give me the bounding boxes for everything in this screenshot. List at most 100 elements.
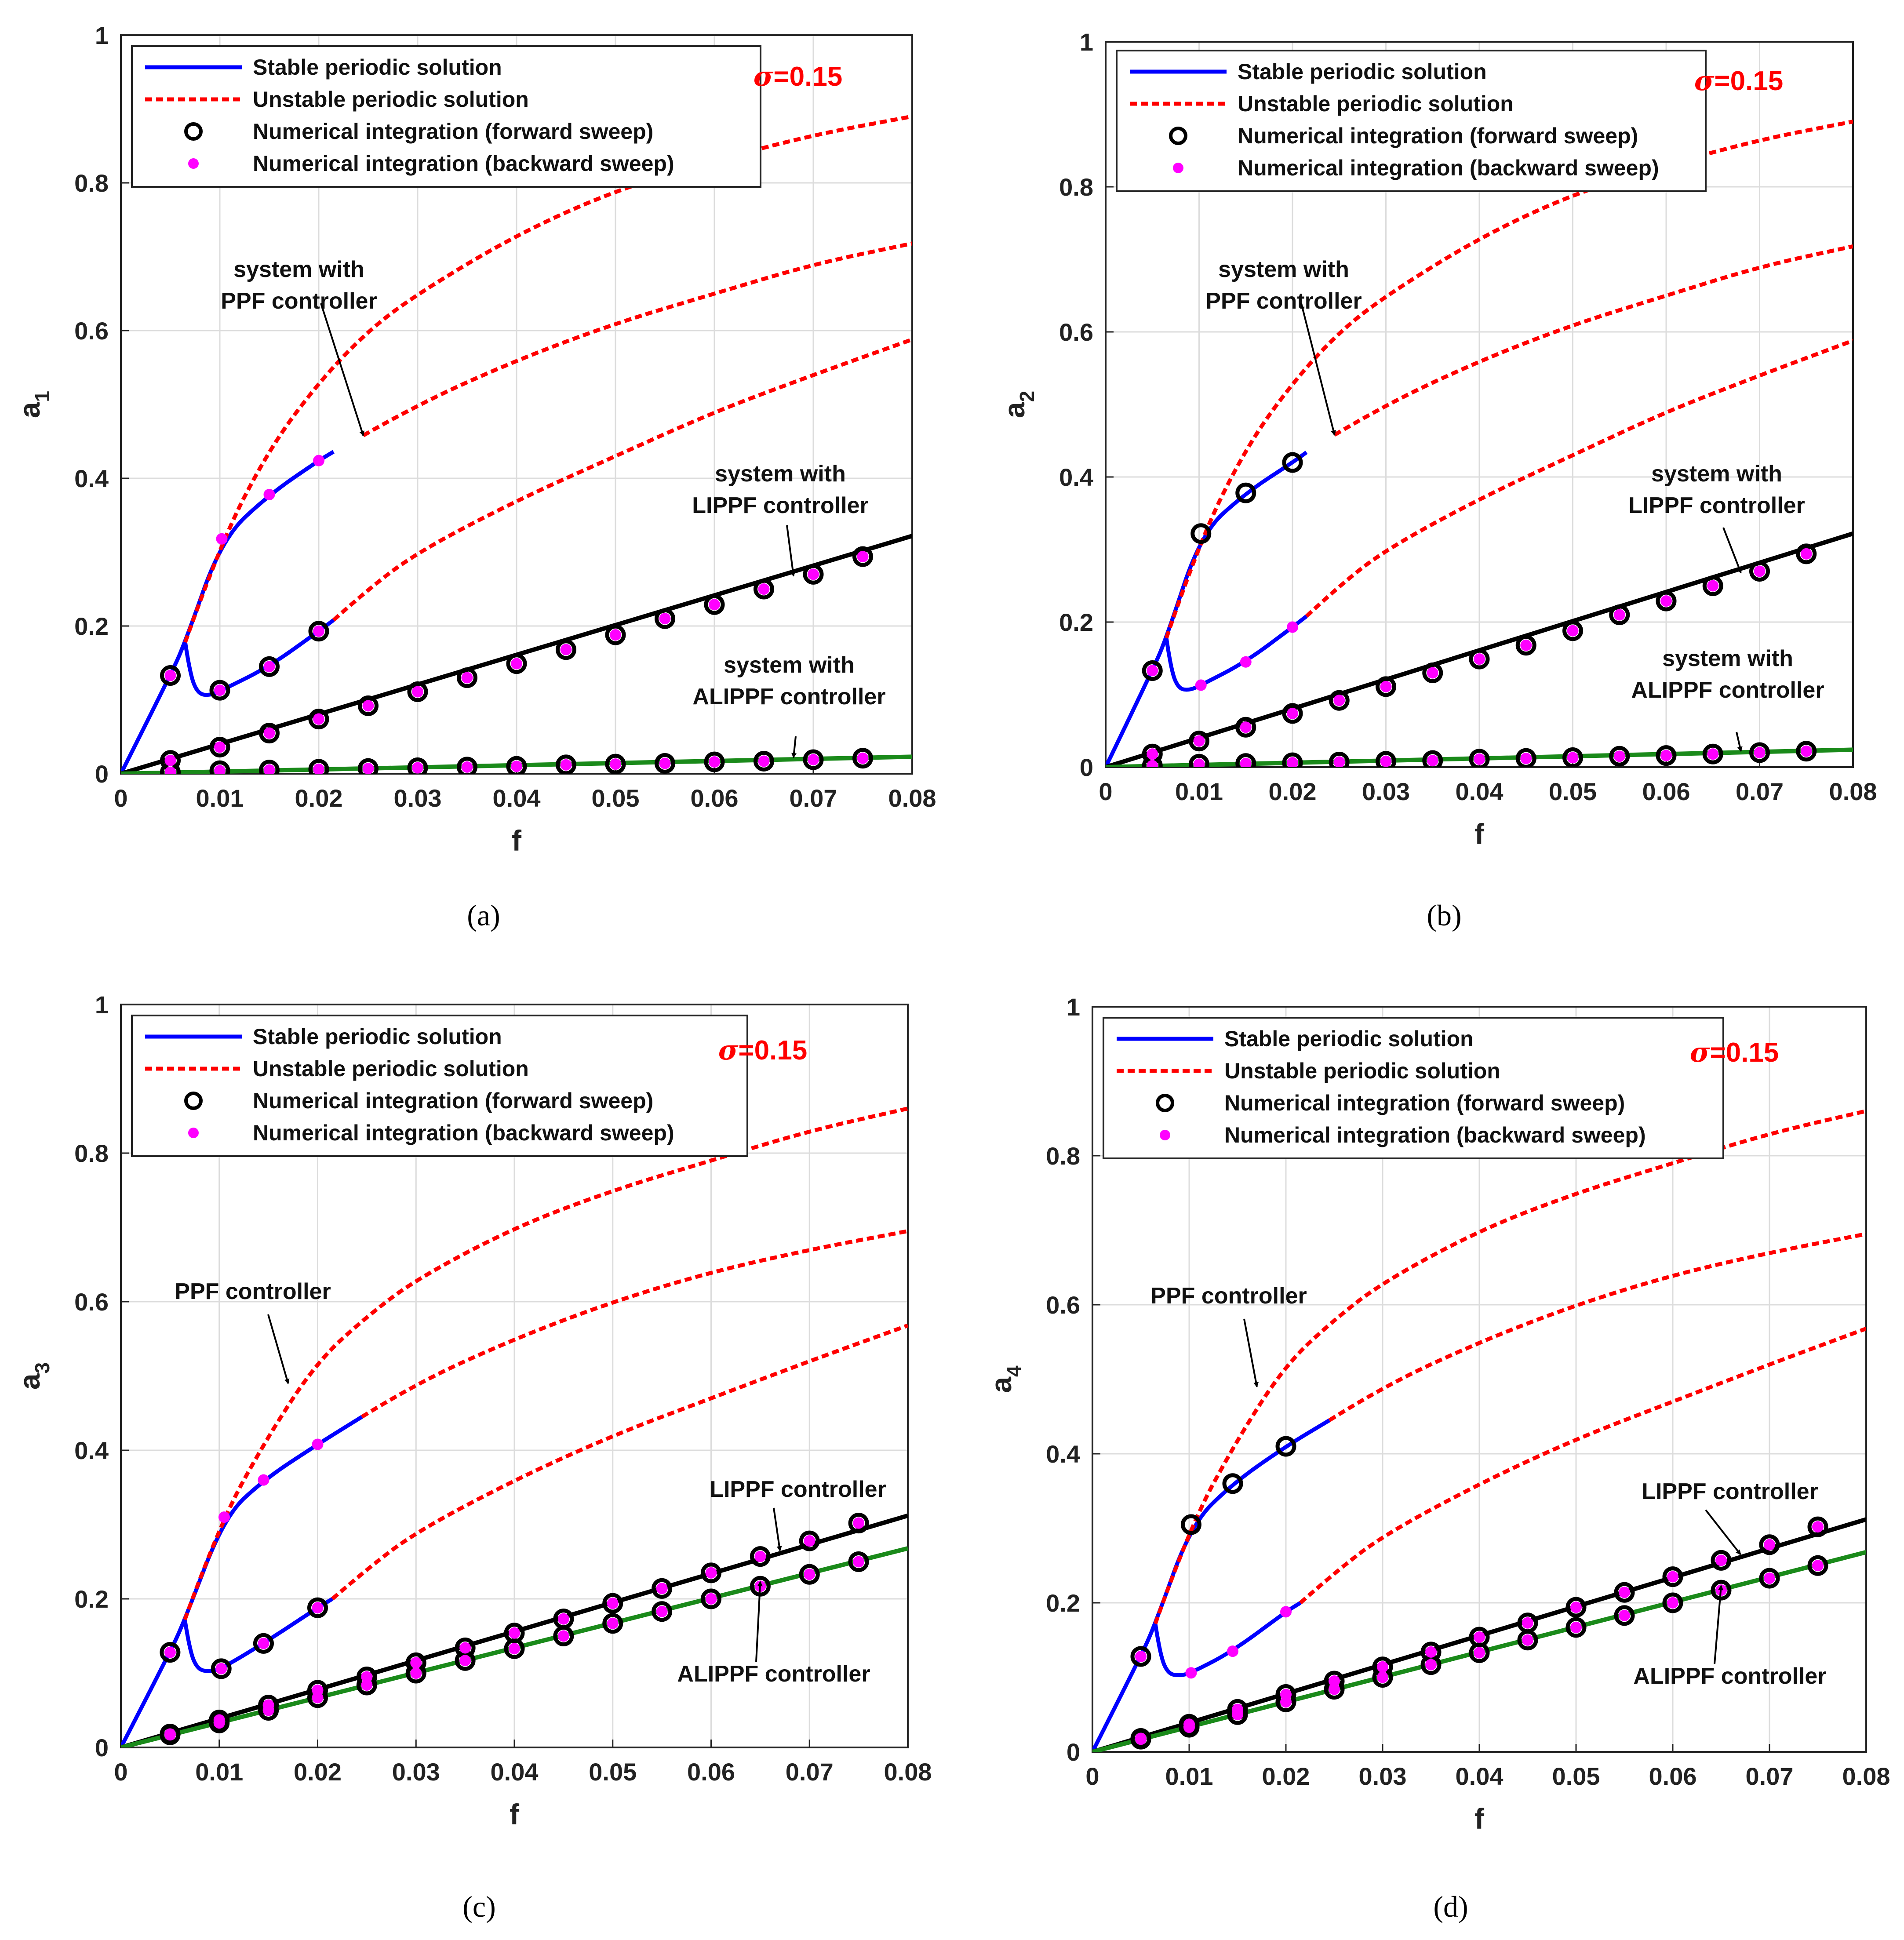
data-point-forward (799, 1530, 820, 1551)
legend: Stable periodic solution Unstable periodi… (131, 1015, 748, 1157)
data-point-backward (1667, 1597, 1678, 1609)
data-point-backward (1425, 1659, 1437, 1671)
x-axis-label: f (510, 1798, 520, 1831)
x-tick-label: 0.06 (687, 1758, 735, 1786)
data-point-forward (1807, 1555, 1828, 1576)
sigma-label: σ=0.15 (1690, 1036, 1779, 1068)
data-point-backward (1135, 1733, 1147, 1745)
data-point-backward (656, 1583, 668, 1594)
data-point-forward (852, 748, 873, 769)
x-tick-label: 0 (114, 1758, 127, 1786)
series-line-unstable (362, 241, 912, 437)
annotation-label: system with (1662, 646, 1793, 671)
data-point-forward (504, 1638, 525, 1659)
y-axis-label-text: a3 (13, 1362, 54, 1390)
data-point-backward (1474, 1631, 1485, 1643)
data-point-backward (1812, 1521, 1824, 1533)
data-point-backward (313, 625, 324, 637)
data-point-backward (362, 700, 374, 712)
legend-swatch-backward (188, 1128, 199, 1138)
data-point-forward (1469, 749, 1490, 767)
data-point-backward (1613, 750, 1625, 762)
data-point-backward (1474, 653, 1485, 665)
data-point-backward (709, 599, 720, 611)
panel-caption: (a) (467, 899, 500, 932)
data-point-forward (1180, 1514, 1201, 1535)
annotation-arrow (1722, 527, 1742, 574)
y-tick-label: 0.2 (1059, 608, 1093, 636)
data-point-backward (1520, 753, 1532, 764)
x-tick-label: 0.04 (491, 1758, 539, 1786)
data-point-forward (1562, 620, 1583, 641)
data-point-backward (1764, 1539, 1775, 1551)
annotation-arrow (755, 1581, 763, 1662)
legend: Stable periodic solution Unstable periodi… (1103, 1017, 1724, 1159)
legend-label: Numerical integration (backward sweep) (1238, 156, 1659, 180)
data-point-backward (1619, 1587, 1630, 1598)
data-point-forward (556, 639, 576, 660)
data-point-backward (263, 764, 275, 774)
annotation-label: ALIPPF controller (692, 684, 885, 710)
data-point-forward (407, 681, 428, 702)
annotation-label: ALIPPF controller (677, 1661, 870, 1687)
sigma-symbol: σ (718, 1034, 739, 1066)
data-point-backward (557, 1630, 569, 1642)
y-tick-label: 1 (1080, 28, 1093, 56)
data-point-forward (358, 758, 379, 774)
y-tick-label: 0.4 (1046, 1440, 1080, 1468)
x-tick-label: 0.02 (295, 784, 343, 812)
data-point-backward (164, 754, 176, 766)
legend-box (1103, 1017, 1724, 1159)
data-point-forward (1282, 703, 1303, 724)
data-point-backward (312, 1438, 324, 1450)
annotation-label: PPF controller (221, 288, 377, 314)
data-point-backward (258, 1638, 269, 1649)
data-point-backward (853, 1556, 865, 1568)
x-tick-label: 0.07 (1746, 1762, 1794, 1790)
series-line-unstable (1333, 244, 1853, 437)
data-point-forward (605, 624, 626, 645)
data-point-backward (808, 754, 819, 766)
data-point-backward (1570, 1621, 1582, 1633)
annotation-label: system with (1218, 257, 1349, 282)
data-point-forward (1796, 543, 1817, 564)
x-tick-label: 0.06 (1649, 1762, 1697, 1790)
y-axis-label: a1 (13, 391, 54, 418)
y-axis-label-main: a (13, 401, 46, 418)
data-point-forward (655, 608, 675, 629)
data-point-backward (362, 763, 374, 774)
legend-box (131, 1015, 748, 1157)
data-point-backward (1707, 580, 1719, 592)
data-point-forward (799, 1564, 820, 1585)
x-tick-label: 0.01 (196, 784, 244, 812)
y-tick-label: 0.8 (1046, 1142, 1080, 1170)
y-tick-label: 0.2 (74, 612, 109, 640)
data-point-backward (1474, 1647, 1485, 1659)
y-axis-label-text: a2 (998, 391, 1038, 418)
data-point-backward (262, 1704, 274, 1716)
data-point-forward (209, 760, 230, 774)
data-point-backward (511, 658, 522, 670)
data-point-forward (209, 737, 230, 758)
annotation-label: LIPPF controller (692, 493, 869, 518)
data-point-forward (1235, 482, 1256, 503)
data-point-backward (1570, 1602, 1582, 1613)
y-tick-label: 0.6 (74, 1288, 109, 1316)
series-line-unstable (1328, 1232, 1866, 1422)
data-point-backward (705, 1567, 717, 1579)
panel-b: 0 0.01 0.02 0.03 0.04 0.05 0.06 0.07 0.08 0 0.2 0.4… (998, 28, 1877, 932)
y-tick-label: 0.8 (74, 169, 109, 197)
data-point-backward (1193, 758, 1205, 767)
data-point-forward (1190, 523, 1212, 544)
legend: Stable periodic solution Unstable periodi… (1116, 50, 1707, 192)
annotation-label: system with (715, 461, 846, 487)
annotation-label: system with (724, 652, 855, 678)
data-point-backward (1135, 1651, 1147, 1663)
y-tick-label: 0.6 (1046, 1291, 1080, 1319)
data-point-forward (308, 621, 329, 642)
data-point-forward (605, 753, 626, 774)
x-tick-label: 0 (114, 784, 127, 812)
legend-box (1116, 50, 1707, 192)
data-point-forward (1282, 752, 1303, 767)
data-point-backward (509, 1643, 520, 1655)
